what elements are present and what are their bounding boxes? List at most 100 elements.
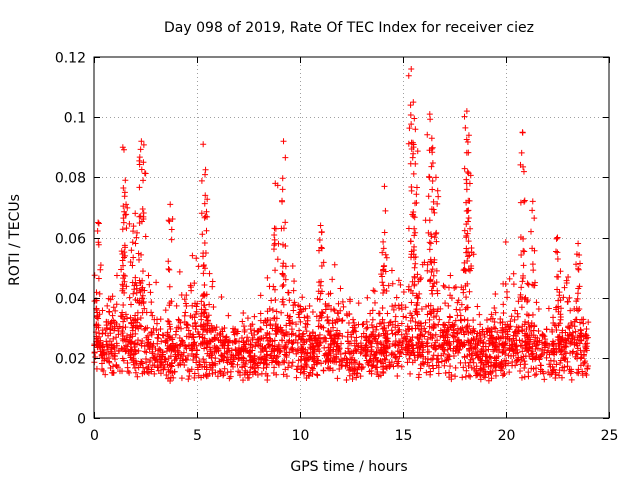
data-point — [198, 210, 205, 217]
data-point — [573, 251, 580, 258]
data-point — [346, 340, 353, 347]
data-point — [282, 154, 289, 161]
data-point — [144, 332, 151, 339]
data-point — [529, 355, 536, 362]
data-point — [461, 353, 468, 360]
data-point — [118, 248, 125, 255]
data-point — [181, 319, 188, 326]
data-point — [519, 328, 526, 335]
data-point — [167, 334, 174, 341]
data-point — [91, 349, 98, 356]
data-point — [318, 360, 325, 367]
data-point — [283, 373, 290, 380]
data-point — [353, 374, 360, 381]
data-point — [440, 350, 447, 357]
data-point — [488, 375, 495, 382]
data-point — [441, 362, 448, 369]
data-point — [537, 368, 544, 375]
data-point — [506, 369, 513, 376]
data-point — [201, 200, 208, 207]
data-point — [485, 371, 492, 378]
data-point — [295, 311, 302, 318]
data-point — [322, 335, 329, 342]
data-point — [461, 227, 468, 234]
data-point — [314, 295, 321, 302]
y-tick-label: 0.02 — [55, 352, 86, 368]
data-point — [407, 238, 414, 245]
data-point — [202, 250, 209, 257]
data-point — [532, 279, 539, 286]
data-point — [543, 354, 550, 361]
data-point — [556, 289, 563, 296]
data-point — [280, 301, 287, 308]
data-point — [130, 228, 137, 235]
data-point — [525, 312, 532, 319]
data-point — [298, 356, 305, 363]
data-point — [576, 334, 583, 341]
data-point — [295, 346, 302, 353]
data-point — [573, 298, 580, 305]
data-point — [227, 368, 234, 375]
data-point — [135, 337, 142, 344]
data-point — [345, 319, 352, 326]
data-point — [193, 351, 200, 358]
x-tick-label: 25 — [601, 428, 619, 444]
data-point — [360, 330, 367, 337]
data-point — [461, 267, 468, 274]
data-point — [405, 225, 412, 232]
data-point — [191, 370, 198, 377]
data-point — [279, 296, 286, 303]
data-point — [273, 371, 280, 378]
data-point — [186, 372, 193, 379]
data-point — [158, 338, 165, 345]
data-point — [454, 299, 461, 306]
data-point — [410, 213, 417, 220]
data-point — [385, 322, 392, 329]
data-point — [375, 310, 382, 317]
data-point — [374, 357, 381, 364]
data-point — [318, 288, 325, 295]
data-point — [188, 366, 195, 373]
data-point — [465, 207, 472, 214]
data-point — [157, 316, 164, 323]
data-point — [553, 304, 560, 311]
data-point — [406, 355, 413, 362]
data-point — [566, 294, 573, 301]
data-point — [429, 177, 436, 184]
data-point — [257, 349, 264, 356]
data-point — [91, 272, 98, 279]
data-point — [465, 215, 472, 222]
data-point — [203, 208, 210, 215]
data-point — [168, 236, 175, 243]
data-point — [386, 343, 393, 350]
data-point — [570, 348, 577, 355]
data-point — [569, 349, 576, 356]
data-point — [93, 365, 100, 372]
data-point — [454, 342, 461, 349]
data-point — [511, 316, 518, 323]
data-point — [228, 351, 235, 358]
data-point — [383, 288, 390, 295]
data-point — [229, 339, 236, 346]
data-point — [410, 99, 417, 106]
data-point — [106, 358, 113, 365]
data-point — [280, 260, 287, 267]
data-point — [363, 318, 370, 325]
data-point — [373, 349, 380, 356]
data-point — [531, 322, 538, 329]
data-point — [124, 343, 131, 350]
data-point — [113, 340, 120, 347]
data-point — [429, 333, 436, 340]
data-point — [450, 327, 457, 334]
data-point — [156, 346, 163, 353]
data-point — [492, 291, 499, 298]
data-point — [232, 346, 239, 353]
data-point — [168, 344, 175, 351]
data-point — [567, 370, 574, 377]
data-point — [262, 332, 269, 339]
data-point — [201, 265, 208, 272]
data-point — [464, 207, 471, 214]
data-point — [556, 372, 563, 379]
data-point — [180, 349, 187, 356]
data-point — [123, 283, 130, 290]
